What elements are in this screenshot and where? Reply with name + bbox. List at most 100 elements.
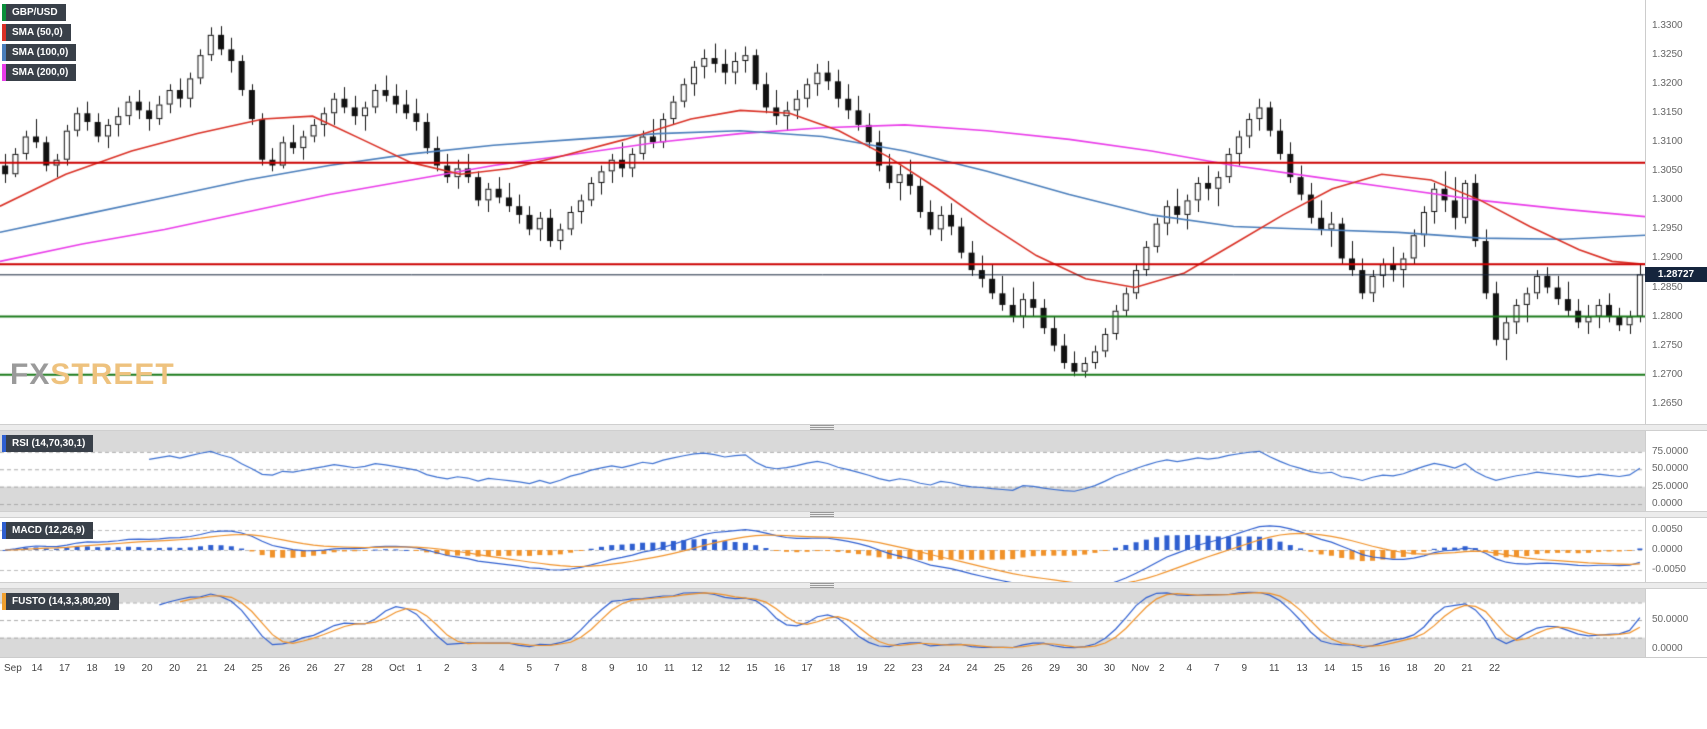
time-tick-label: 23 [911,663,923,674]
time-tick-label: 24 [224,663,236,674]
time-tick-label: 18 [86,663,98,674]
time-tick-label: 16 [774,663,786,674]
time-tick-label: 30 [1104,663,1116,674]
axis-tick-label: 0.0000 [1652,498,1683,510]
time-tick-label: 9 [609,663,615,674]
time-tick-label: 18 [829,663,841,674]
sma-overlay-badge[interactable]: SMA (100,0) [2,44,77,61]
last-price-tag: 1.28727 [1645,267,1707,283]
axis-tick-label: 1.3150 [1652,107,1683,119]
axis-tick-label: 50.0000 [1652,614,1689,626]
price-chart-canvas[interactable] [0,0,1645,424]
macd-indicator-label: MACD (12,26,9) [12,525,85,536]
time-tick-label: 21 [196,663,208,674]
price-axis-column[interactable]: 1.3300 1.3250 1.3200 1.3150 1.3100 1.3050 1.30… [1645,0,1707,679]
time-tick-label: 13 [1296,663,1308,674]
time-tick-label: 30 [1076,663,1088,674]
time-tick-label: 2 [1159,663,1165,674]
stochastic-indicator-label: FUSTO (14,3,3,80,20) [12,596,111,607]
time-tick-label: Nov [1131,663,1150,674]
time-tick-label: 14 [31,663,43,674]
time-tick-label: 24 [939,663,951,674]
time-tick-label: 25 [994,663,1006,674]
time-tick-label: 22 [1489,663,1501,674]
axis-tick-label: 1.3050 [1652,165,1683,177]
time-tick-label: 15 [746,663,758,674]
time-tick-label: 11 [1269,663,1280,674]
axis-tick-label: 1.3100 [1652,136,1683,148]
axis-tick-label: 1.2900 [1652,252,1683,264]
axis-tick-label: 1.3000 [1652,194,1683,206]
splitter-grip-icon [810,427,834,428]
time-tick-label: 19 [856,663,868,674]
rsi-canvas[interactable] [0,431,1645,511]
rsi-indicator-label: RSI (14,70,30,1) [12,438,86,449]
time-tick-label: 3 [471,663,478,674]
time-tick-label: 17 [801,663,813,674]
chart-legend: GBP/USD SMA (50,0) SMA (100,0) SMA (200,0) [2,4,77,81]
sma-overlay-badge[interactable]: SMA (50,0) [2,24,71,41]
watermark-street: STREET [50,358,175,391]
symbol-badge[interactable]: GBP/USD [2,4,66,21]
axis-tick-label: 1.2750 [1652,339,1683,351]
stochastic-canvas[interactable] [0,589,1645,657]
time-tick-label: 24 [966,663,978,674]
time-tick-label: 10 [636,663,648,674]
rsi-panel: RSI (14,70,30,1) [0,431,1645,511]
time-tick-label: 21 [1461,663,1473,674]
time-tick-label: 2 [444,663,450,674]
axis-tick-label: 0.0000 [1652,643,1683,655]
sma-overlay-badge[interactable]: SMA (200,0) [2,64,77,81]
axis-tick-label: 1.2650 [1652,397,1683,409]
axis-tick-label: 0.0050 [1652,524,1683,535]
axis-tick-label: 1.3250 [1652,49,1683,61]
axis-tick-label: 0.0000 [1652,544,1683,555]
time-tick-label: 20 [141,663,153,674]
time-tick-label: 4 [1186,663,1193,674]
time-tick-label: 20 [1434,663,1446,674]
time-tick-label: 29 [1049,663,1061,674]
time-tick-label: 7 [554,663,560,674]
time-tick-label: 9 [1241,663,1248,674]
axis-tick-label: 25.0000 [1652,480,1689,492]
panel-splitter-3[interactable] [0,582,1707,589]
axis-tick-label: 75.0000 [1652,445,1689,457]
time-tick-label: 27 [334,663,346,674]
time-axis[interactable]: Sep 14 17 18 19 20 20 21 24 25 26 26 27 28 Oct 1 2 3 4 5 7 8 9… [0,657,1707,679]
time-tick-label: 20 [169,663,181,674]
fxstreet-watermark: FXSTREET [10,358,175,392]
panel-splitter-2[interactable] [0,511,1707,518]
time-tick-label: 25 [251,663,263,674]
last-price-value: 1.28727 [1657,269,1695,281]
price-panel: GBP/USD SMA (50,0) SMA (100,0) SMA (200,0) … [0,0,1645,424]
time-tick-label: 18 [1406,663,1418,674]
macd-panel: MACD (12,26,9) [0,518,1645,582]
time-tick-label: 26 [279,663,291,674]
time-tick-label: 28 [361,663,373,674]
time-tick-label: 12 [719,663,731,674]
time-tick-label: 19 [114,663,126,674]
axis-tick-label: 1.3300 [1652,20,1683,32]
time-tick-label: 7 [1214,663,1220,674]
watermark-fx: FX [10,358,51,391]
time-tick-label: Sep [4,663,22,674]
stochastic-panel: FUSTO (14,3,3,80,20) [0,589,1645,657]
splitter-grip-icon [810,585,834,586]
time-tick-label: 12 [691,663,703,674]
rsi-indicator-badge[interactable]: RSI (14,70,30,1) [2,435,94,452]
time-tick-label: 8 [581,663,588,674]
axis-tick-label: 1.2700 [1652,368,1683,380]
axis-tick-label: 1.3200 [1652,78,1683,90]
macd-indicator-badge[interactable]: MACD (12,26,9) [2,522,93,539]
stochastic-indicator-badge[interactable]: FUSTO (14,3,3,80,20) [2,593,119,610]
panel-splitter-1[interactable] [0,424,1707,431]
macd-canvas[interactable] [0,518,1645,582]
time-tick-label: 5 [526,663,533,674]
time-tick-label: 16 [1379,663,1391,674]
time-tick-label: 11 [664,663,675,674]
time-tick-label: 26 [1021,663,1033,674]
axis-tick-label: 1.2950 [1652,223,1683,235]
time-tick-label: 1 [416,663,423,674]
time-tick-label: 22 [884,663,896,674]
axis-tick-label: 50.0000 [1652,463,1689,475]
